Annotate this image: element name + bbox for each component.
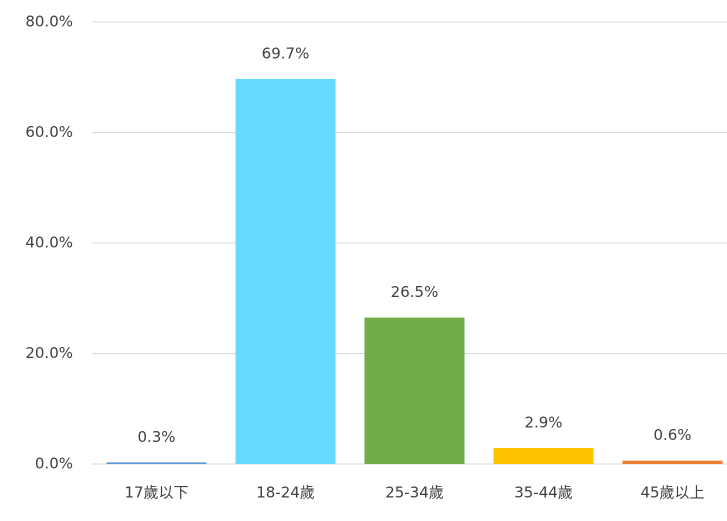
data-label: 2.9% [524,413,562,431]
bar [364,317,465,464]
x-tick-label: 17歲以下 [124,484,188,502]
x-tick-label: 35-44歲 [514,484,573,502]
y-tick-label: 20.0% [25,344,73,362]
x-tick-label: 18-24歲 [256,484,315,502]
bar [235,78,336,464]
data-label: 0.3% [137,428,175,446]
y-tick-label: 80.0% [25,13,73,31]
data-label: 69.7% [262,44,310,62]
data-label: 26.5% [391,283,439,301]
bar [622,460,723,464]
x-tick-label: 25-34歲 [385,484,444,502]
y-tick-label: 40.0% [25,234,73,252]
bar [493,447,594,464]
y-tick-label: 60.0% [25,123,73,141]
y-tick-label: 0.0% [35,455,73,473]
bar [106,462,207,464]
data-label: 0.6% [653,426,691,444]
x-tick-label: 45歲以上 [640,484,704,502]
